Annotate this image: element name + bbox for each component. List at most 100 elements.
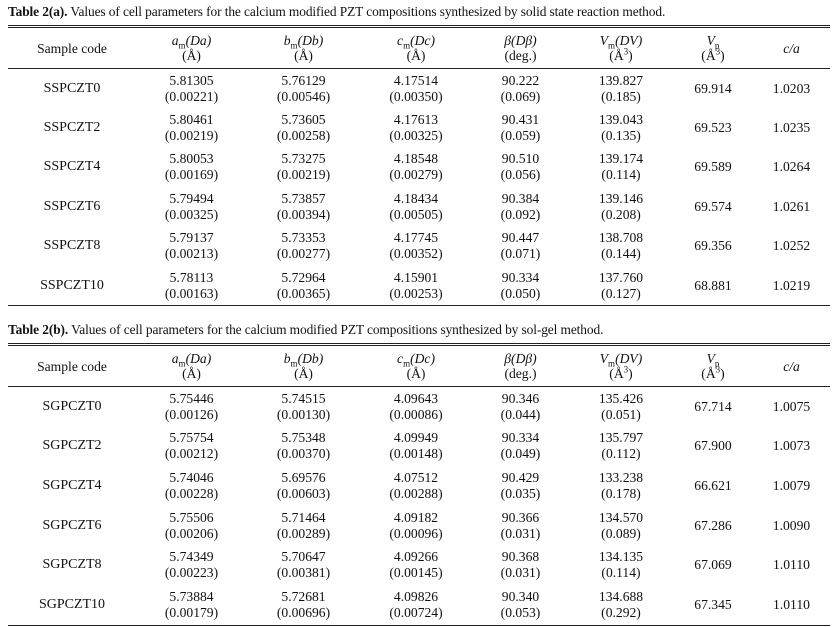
cell-beta-value: 90.431 (501, 112, 540, 128)
cell-a-value: 5.74349 (169, 549, 214, 565)
cell-beta-value: 90.366 (501, 509, 540, 525)
cell-a-value: 5.73884 (169, 588, 214, 604)
cell-b: 5.73353 (0.00277) (247, 227, 360, 266)
cell-a-error: (0.00212) (164, 446, 219, 462)
cell-a-error: (0.00219) (164, 128, 219, 144)
cell-c-error: (0.00279) (389, 167, 443, 183)
cell-sample-code: SSPCZT0 (8, 69, 136, 109)
cell-b: 5.72681 (0.00696) (247, 585, 360, 625)
cell-sample-code: SGPCZT10 (8, 585, 136, 625)
cell-ca-value: 1.0075 (772, 398, 811, 414)
header-c: cm(Dc) (Å) (360, 26, 472, 69)
table-a-header-row: Sample code am(Da) (Å) bm(Db) (Å) cm(Dc)… (8, 26, 830, 69)
cell-beta: 90.429 (0.035) (472, 466, 569, 506)
cell-vm: 134.688 (0.292) (569, 585, 673, 625)
cell-c-value: 4.09949 (393, 430, 439, 446)
cell-a: 5.75754 (0.00212) (136, 427, 247, 467)
cell-vp: 69.589 (673, 148, 753, 187)
cell-c: 4.18434 (0.00505) (360, 187, 472, 226)
cell-sample-code-value: SGPCZT4 (42, 477, 102, 493)
header-vm: Vm(DV) (Å3) (569, 344, 673, 387)
cell-b-error: (0.00365) (276, 285, 331, 301)
cell-a-value: 5.81305 (169, 72, 214, 88)
cell-a-value: 5.79494 (169, 190, 214, 206)
cell-b-error: (0.00130) (276, 406, 331, 422)
cell-a-value: 5.75506 (169, 509, 214, 525)
cell-c-value: 4.09266 (393, 549, 439, 565)
cell-c-error: (0.00145) (389, 565, 443, 581)
cell-beta: 90.334 (0.049) (472, 427, 569, 467)
cell-b-value: 5.73605 (281, 112, 326, 128)
cell-vm: 133.238 (0.178) (569, 466, 673, 506)
cell-vp: 69.356 (673, 227, 753, 266)
cell-vm: 135.797 (0.112) (569, 427, 673, 467)
cell-sample-code: SGPCZT4 (8, 466, 136, 506)
cell-beta: 90.222 (0.069) (472, 69, 569, 109)
cell-c: 4.09266 (0.00145) (360, 545, 472, 585)
cell-vm: 138.708 (0.144) (569, 227, 673, 266)
cell-c: 4.09949 (0.00148) (360, 427, 472, 467)
cell-c: 4.15901 (0.00253) (360, 266, 472, 306)
cell-vp: 67.069 (673, 545, 753, 585)
cell-beta: 90.340 (0.053) (472, 585, 569, 625)
table-row: SGPCZT0 5.75446 (0.00126) 5.74515 (0.00130) 4… (8, 387, 830, 427)
cell-a: 5.75446 (0.00126) (136, 387, 247, 427)
cell-vm-value: 134.688 (598, 588, 644, 604)
cell-b: 5.71464 (0.00289) (247, 506, 360, 546)
table-row: SSPCZT0 5.81305 (0.00221) 5.76129 (0.00546) 4… (8, 69, 830, 109)
cell-b: 5.70647 (0.00381) (247, 545, 360, 585)
cell-beta-value: 90.510 (501, 151, 540, 167)
cell-a-error: (0.00206) (164, 525, 219, 541)
cell-sample-code: SSPCZT6 (8, 187, 136, 226)
cell-sample-code-value: SSPCZT6 (43, 198, 101, 214)
cell-a-error: (0.00163) (164, 285, 219, 301)
cell-a-error: (0.00179) (164, 604, 219, 620)
cell-c: 4.09826 (0.00724) (360, 585, 472, 625)
cell-vm-value: 135.426 (598, 390, 644, 406)
cell-beta-error: (0.056) (500, 167, 541, 183)
cell-beta-error: (0.031) (500, 565, 541, 581)
cell-sample-code-value: SSPCZT2 (43, 120, 101, 136)
cell-a-value: 5.79137 (169, 230, 214, 246)
cell-ca: 1.0090 (753, 506, 830, 546)
cell-ca: 1.0203 (753, 69, 830, 109)
table-row: SGPCZT2 5.75754 (0.00212) 5.75348 (0.00370) 4… (8, 427, 830, 467)
cell-vm-error: (0.127) (601, 285, 641, 301)
cell-c-error: (0.00350) (389, 88, 443, 104)
cell-vm-value: 139.146 (598, 190, 644, 206)
cell-a: 5.73884 (0.00179) (136, 585, 247, 625)
cell-a: 5.79137 (0.00213) (136, 227, 247, 266)
cell-vm-error: (0.144) (601, 246, 641, 262)
cell-b-value: 5.69576 (281, 469, 326, 485)
cell-a: 5.80461 (0.00219) (136, 108, 247, 147)
cell-a-error: (0.00228) (164, 485, 219, 501)
cell-vp-value: 69.589 (694, 159, 732, 175)
cell-b: 5.72964 (0.00365) (247, 266, 360, 306)
cell-beta: 90.334 (0.050) (472, 266, 569, 306)
cell-vp-value: 67.714 (694, 398, 732, 414)
cell-sample-code: SSPCZT10 (8, 266, 136, 306)
cell-b-value: 5.74515 (281, 390, 326, 406)
cell-c: 4.18548 (0.00279) (360, 148, 472, 187)
cell-ca: 1.0079 (753, 466, 830, 506)
cell-beta-error: (0.049) (500, 446, 541, 462)
cell-ca-value: 1.0264 (772, 159, 811, 175)
cell-c-value: 4.18434 (393, 190, 439, 206)
cell-beta-error: (0.069) (500, 88, 541, 104)
cell-beta-value: 90.368 (501, 549, 540, 565)
table-row: SSPCZT8 5.79137 (0.00213) 5.73353 (0.00277) 4… (8, 227, 830, 266)
cell-vp: 67.345 (673, 585, 753, 625)
cell-c-value: 4.17745 (393, 230, 439, 246)
cell-beta-error: (0.071) (500, 246, 541, 262)
cell-vp-value: 69.356 (694, 238, 732, 254)
header-vp: Vp (Å3) (673, 344, 753, 387)
header-ca: c/a (753, 26, 830, 69)
table-row: SSPCZT10 5.78113 (0.00163) 5.72964 (0.00365)… (8, 266, 830, 306)
cell-sample-code: SGPCZT2 (8, 427, 136, 467)
cell-b-value: 5.75348 (281, 430, 326, 446)
header-a: am(Da) (Å) (136, 344, 247, 387)
cell-vm: 134.135 (0.114) (569, 545, 673, 585)
cell-b-value: 5.72964 (281, 269, 326, 285)
cell-vm: 139.043 (0.135) (569, 108, 673, 147)
